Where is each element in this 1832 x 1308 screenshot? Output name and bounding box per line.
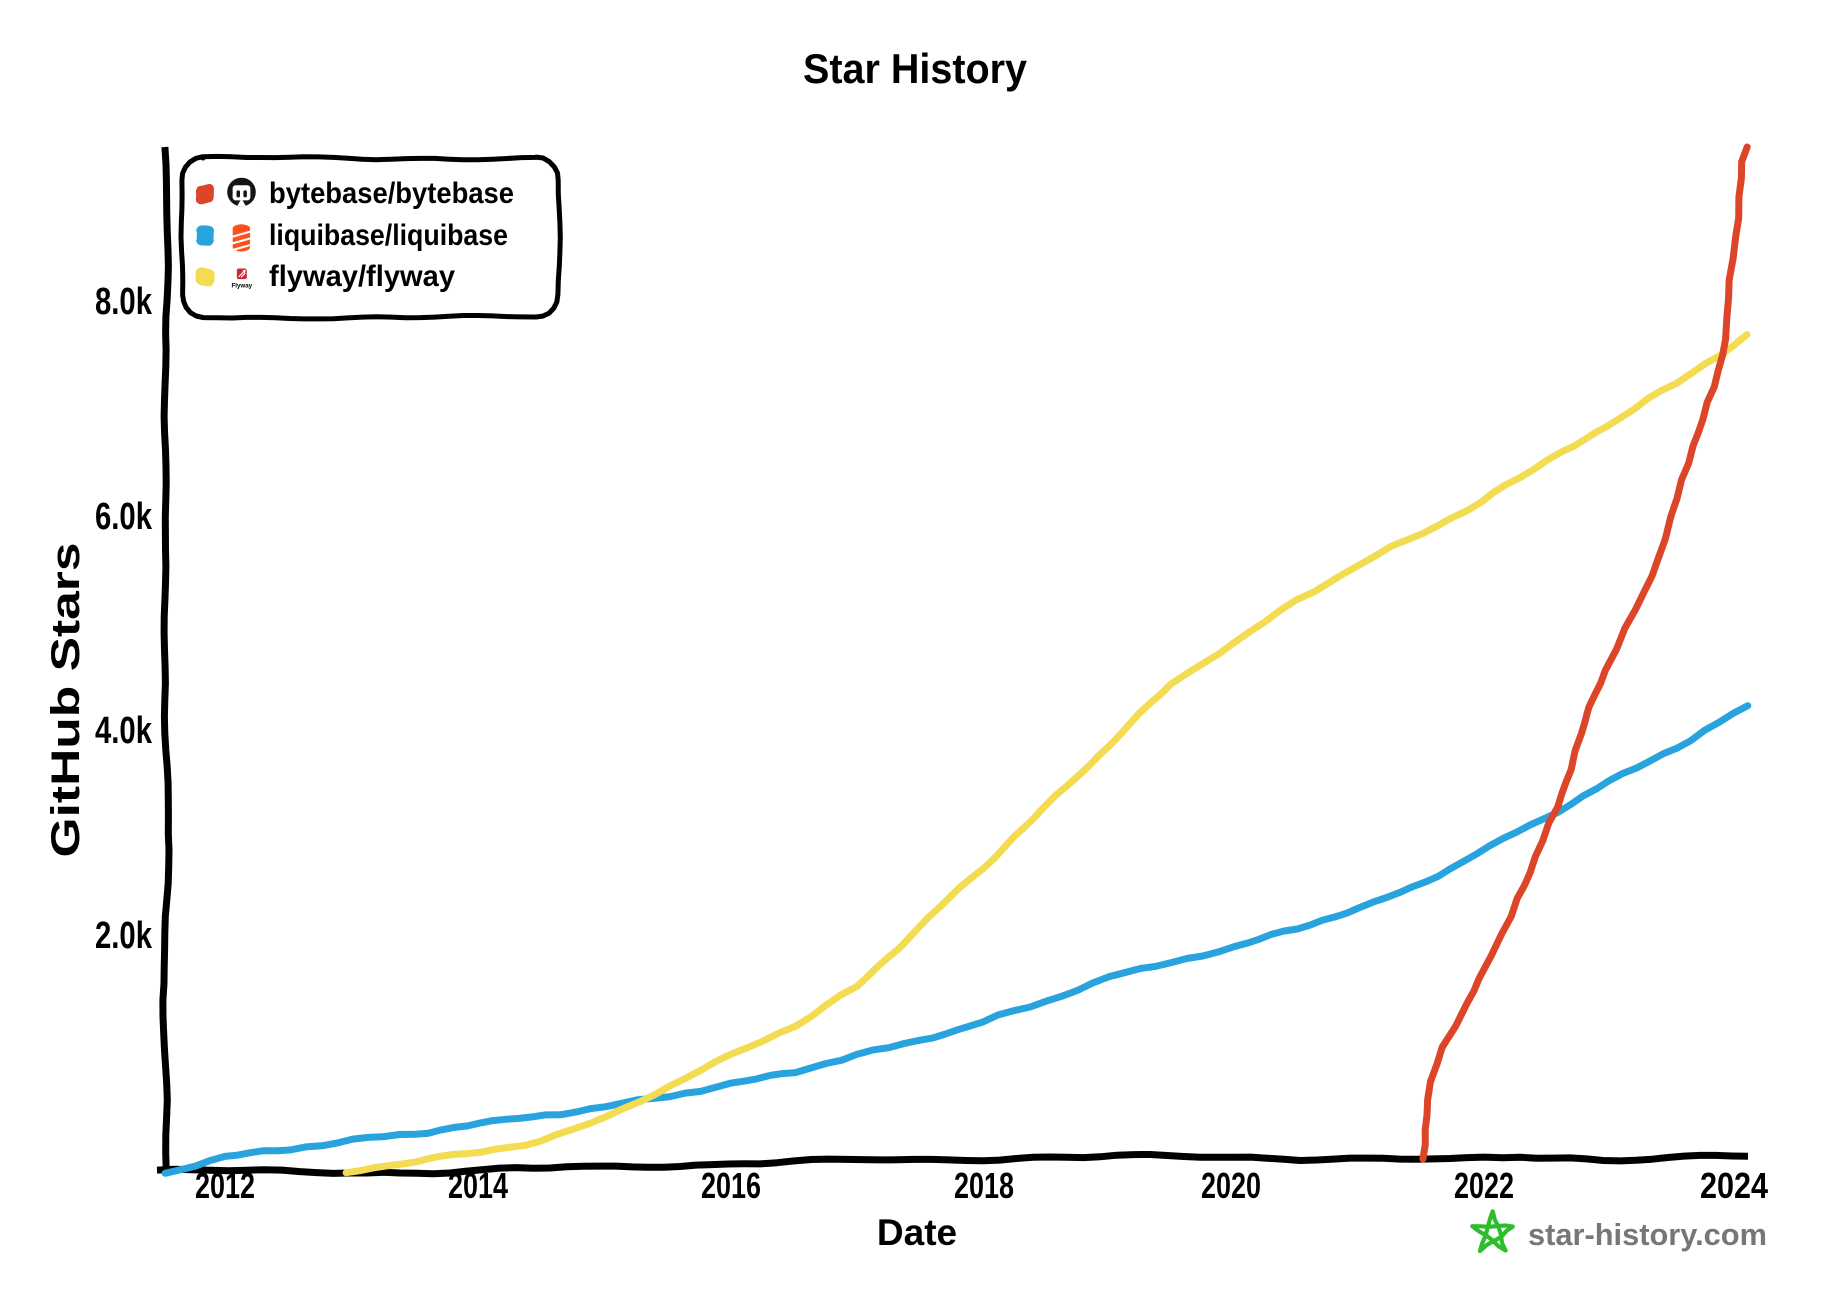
svg-text:8.0k: 8.0k — [95, 281, 153, 323]
svg-text:Date: Date — [877, 1212, 957, 1253]
svg-text:star-history.com: star-history.com — [1528, 1217, 1767, 1252]
svg-text:2012: 2012 — [195, 1165, 255, 1206]
svg-text:Flyway: Flyway — [231, 283, 252, 290]
svg-text:2022: 2022 — [1454, 1165, 1514, 1206]
svg-text:2020: 2020 — [1201, 1165, 1261, 1206]
svg-text:liquibase/liquibase: liquibase/liquibase — [269, 219, 508, 252]
svg-text:flyway/flyway: flyway/flyway — [269, 260, 455, 293]
svg-text:2.0k: 2.0k — [95, 915, 153, 957]
svg-text:6.0k: 6.0k — [95, 496, 153, 538]
svg-text:bytebase/bytebase: bytebase/bytebase — [269, 177, 514, 210]
svg-text:Star History: Star History — [803, 45, 1028, 92]
svg-text:2018: 2018 — [954, 1165, 1014, 1206]
svg-text:2024: 2024 — [1700, 1165, 1768, 1206]
svg-text:4.0k: 4.0k — [95, 710, 153, 752]
svg-text:2014: 2014 — [448, 1165, 508, 1206]
svg-text:GitHub Stars: GitHub Stars — [44, 543, 88, 858]
svg-text:2016: 2016 — [701, 1165, 761, 1206]
